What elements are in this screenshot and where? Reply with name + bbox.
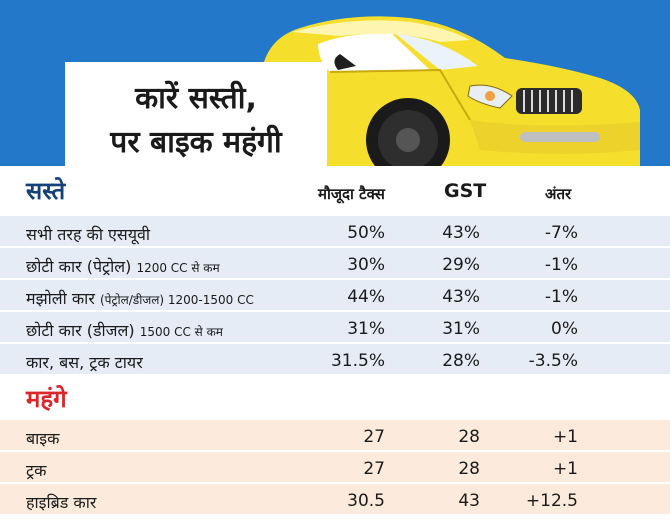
row-difference: -1%: [544, 287, 578, 307]
cheaper-heading: सस्ते: [26, 177, 66, 205]
table-row: ट्रक 27 28 +1: [0, 452, 670, 484]
headline-line-2: पर बाइक महंगी: [110, 125, 282, 160]
column-current-tax: मौजूदा टैक्स: [318, 185, 385, 203]
row-item: ट्रक: [26, 461, 47, 480]
table-row: हाइब्रिड कार 30.5 43 +12.5: [0, 484, 670, 516]
row-current-tax: 50%: [347, 223, 385, 243]
row-gst: 43%: [442, 223, 480, 243]
tax-table: सस्ते मौजूदा टैक्स GST अंतर सभी तरह की ए…: [0, 166, 670, 516]
row-note: 1500 CC से कम: [139, 325, 223, 339]
row-item: छोटी कार (डीजल) 1500 CC से कम: [26, 321, 223, 340]
car-illustration: [262, 16, 640, 166]
table-row: कार, बस, ट्रक टायर 31.5% 28% -3.5%: [0, 344, 670, 376]
row-current-tax: 44%: [347, 287, 385, 307]
row-gst: 43: [458, 491, 480, 511]
table-row: सभी तरह की एसयूवी 50% 43% -7%: [0, 216, 670, 248]
row-difference: +1: [552, 459, 578, 479]
row-gst: 29%: [442, 255, 480, 275]
row-current-tax: 27: [363, 459, 385, 479]
row-current-tax: 30.5: [347, 491, 385, 511]
column-gst: GST: [444, 180, 487, 202]
row-current-tax: 31.5%: [330, 351, 385, 371]
header-banner: कारें सस्ती, पर बाइक महंगी: [0, 0, 670, 166]
table-row: छोटी कार (पेट्रोल) 1200 CC से कम 30% 29%…: [0, 248, 670, 280]
row-difference: 0%: [551, 319, 578, 339]
headline-box: कारें सस्ती, पर बाइक महंगी: [65, 62, 327, 166]
costlier-header-row: महंगे: [0, 376, 670, 420]
row-difference: -3.5%: [528, 351, 578, 371]
row-difference: +1: [552, 427, 578, 447]
table-row: मझोली कार (पेट्रोल/डीजल) 1200-1500 CC 44…: [0, 280, 670, 312]
row-current-tax: 31%: [347, 319, 385, 339]
table-row: बाइक 27 28 +1: [0, 420, 670, 452]
row-item: छोटी कार (पेट्रोल) 1200 CC से कम: [26, 257, 220, 276]
headline-line-1: कारें सस्ती,: [135, 81, 257, 116]
row-gst: 43%: [442, 287, 480, 307]
table-row: छोटी कार (डीजल) 1500 CC से कम 31% 31% 0%: [0, 312, 670, 344]
row-difference: +12.5: [525, 491, 578, 511]
row-item: बाइक: [26, 429, 60, 448]
column-difference: अंतर: [545, 185, 572, 203]
row-difference: -7%: [544, 223, 578, 243]
cheaper-header-row: सस्ते मौजूदा टैक्स GST अंतर: [0, 166, 670, 216]
row-current-tax: 27: [363, 427, 385, 447]
row-gst: 28%: [442, 351, 480, 371]
row-item: हाइब्रिड कार: [26, 493, 97, 512]
row-gst: 28: [458, 459, 480, 479]
costlier-heading: महंगे: [26, 385, 67, 413]
row-item: मझोली कार (पेट्रोल/डीजल) 1200-1500 CC: [26, 289, 254, 308]
row-item: कार, बस, ट्रक टायर: [26, 353, 143, 372]
row-item: सभी तरह की एसयूवी: [26, 225, 151, 244]
row-note: (पेट्रोल/डीजल) 1200-1500 CC: [99, 293, 254, 307]
row-note: 1200 CC से कम: [136, 261, 220, 275]
row-current-tax: 30%: [347, 255, 385, 275]
row-gst: 31%: [442, 319, 480, 339]
row-difference: -1%: [544, 255, 578, 275]
row-gst: 28: [458, 427, 480, 447]
